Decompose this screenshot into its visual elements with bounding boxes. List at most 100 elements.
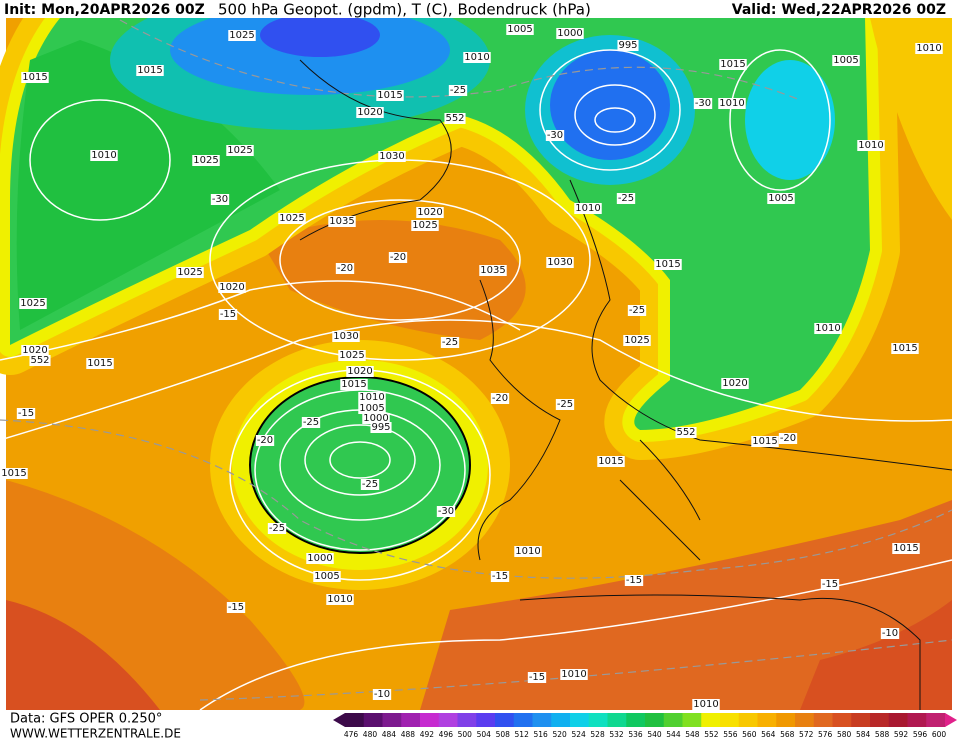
scale-label: 584 bbox=[856, 730, 871, 739]
map-label: 1025 bbox=[20, 298, 45, 309]
color-scale: 476 480 484 488 492 496 500 504 508 512 516 520 524 5… bbox=[333, 713, 957, 739]
map-label: 1010 bbox=[575, 203, 600, 214]
map-label-box bbox=[527, 672, 547, 683]
map-label: -20 bbox=[257, 435, 273, 446]
scale-label: 484 bbox=[382, 730, 397, 739]
map-label-box bbox=[623, 335, 651, 346]
map-label: 1015 bbox=[752, 436, 777, 447]
scale-label: 592 bbox=[894, 730, 909, 739]
map-label-box bbox=[545, 130, 565, 141]
map-label-box bbox=[226, 602, 246, 613]
map-label: 1035 bbox=[480, 265, 505, 276]
map-label: 1025 bbox=[624, 335, 649, 346]
map-label-box bbox=[721, 378, 749, 389]
map-label-box bbox=[514, 546, 542, 557]
scale-swatch bbox=[776, 713, 796, 727]
scale-label: 524 bbox=[571, 730, 586, 739]
scale-swatch bbox=[513, 713, 533, 727]
scale-swatch bbox=[626, 713, 646, 727]
map-label: 1000 bbox=[363, 413, 388, 424]
map-label: -25 bbox=[362, 479, 378, 490]
map-label-box bbox=[560, 669, 588, 680]
map-label: 1010 bbox=[327, 594, 352, 605]
map-label-box bbox=[892, 543, 920, 554]
map-label: -10 bbox=[374, 689, 390, 700]
map-label-box bbox=[218, 309, 238, 320]
data-source: Data: GFS OPER 0.250° bbox=[10, 712, 162, 727]
isobars bbox=[0, 49, 953, 711]
map-label-box bbox=[301, 417, 321, 428]
init-time: Init: Mon,20APR2026 00Z bbox=[4, 2, 205, 18]
blue-area bbox=[260, 13, 380, 57]
scale-swatch bbox=[401, 713, 421, 727]
scale-label: 476 bbox=[344, 730, 359, 739]
map-label: 1025 bbox=[229, 30, 254, 41]
map-label-box bbox=[346, 366, 374, 377]
map-label: -30 bbox=[438, 506, 454, 517]
map-label: 1000 bbox=[307, 553, 332, 564]
map-label: 1015 bbox=[1, 468, 26, 479]
map-label: 1015 bbox=[137, 65, 162, 76]
map-label-box bbox=[340, 379, 368, 390]
scale-swatch bbox=[701, 713, 721, 727]
scale-swatch bbox=[645, 713, 665, 727]
scale-label: 572 bbox=[799, 730, 814, 739]
map-label: 995 bbox=[618, 40, 637, 51]
map-label-box bbox=[490, 571, 510, 582]
scale-swatch bbox=[813, 713, 833, 727]
scale-swatch bbox=[888, 713, 908, 727]
map-label: -25 bbox=[269, 523, 285, 534]
map-label: 1015 bbox=[377, 90, 402, 101]
map-label-box bbox=[463, 52, 491, 63]
map-label-box bbox=[546, 257, 574, 268]
map-label: -25 bbox=[303, 417, 319, 428]
map-label-box bbox=[332, 331, 360, 342]
map-label: -25 bbox=[629, 305, 645, 316]
map-label-box bbox=[448, 85, 468, 96]
scale-swatch bbox=[551, 713, 571, 727]
map-label-box bbox=[617, 40, 639, 51]
map-label-box bbox=[767, 193, 795, 204]
map-label-box bbox=[378, 151, 406, 162]
map-label: 1010 bbox=[464, 52, 489, 63]
map-label: 1005 bbox=[359, 403, 384, 414]
scale-label: 496 bbox=[439, 730, 454, 739]
map-label: 1020 bbox=[347, 366, 372, 377]
scale-swatch bbox=[495, 713, 515, 727]
scale-swatch bbox=[851, 713, 871, 727]
map-label: 552 bbox=[30, 355, 49, 366]
warm-area bbox=[800, 600, 952, 710]
scale-label: 552 bbox=[704, 730, 719, 739]
map-label: 1005 bbox=[314, 571, 339, 582]
warm-area bbox=[6, 600, 160, 710]
scale-label: 548 bbox=[685, 730, 700, 739]
map-label: -10 bbox=[882, 628, 898, 639]
map-label: -15 bbox=[626, 575, 642, 586]
map-label-box bbox=[360, 479, 380, 490]
scale-label: 588 bbox=[875, 730, 890, 739]
map-label: -30 bbox=[547, 130, 563, 141]
map-label-box bbox=[86, 358, 114, 369]
scale-label: 560 bbox=[742, 730, 757, 739]
map-label: 1000 bbox=[557, 28, 582, 39]
map-label: -15 bbox=[220, 309, 236, 320]
map-label: 995 bbox=[371, 422, 390, 433]
map-label: 1025 bbox=[412, 220, 437, 231]
map-label: 1015 bbox=[341, 379, 366, 390]
map-label-box bbox=[556, 28, 584, 39]
scale-swatch bbox=[926, 713, 946, 727]
map-label-box bbox=[719, 59, 747, 70]
scale-label: 576 bbox=[818, 730, 833, 739]
map-label: 1035 bbox=[329, 216, 354, 227]
map-label-box bbox=[440, 337, 460, 348]
scale-label: 596 bbox=[913, 730, 928, 739]
map-label: 1025 bbox=[193, 155, 218, 166]
map-label: 1020 bbox=[722, 378, 747, 389]
map-label-box bbox=[90, 150, 118, 161]
scale-swatch bbox=[757, 713, 777, 727]
map-label: -20 bbox=[390, 252, 406, 263]
map-label: 1010 bbox=[561, 669, 586, 680]
map-label-box bbox=[880, 628, 900, 639]
map-label: 1010 bbox=[515, 546, 540, 557]
map-label-box bbox=[370, 422, 392, 433]
